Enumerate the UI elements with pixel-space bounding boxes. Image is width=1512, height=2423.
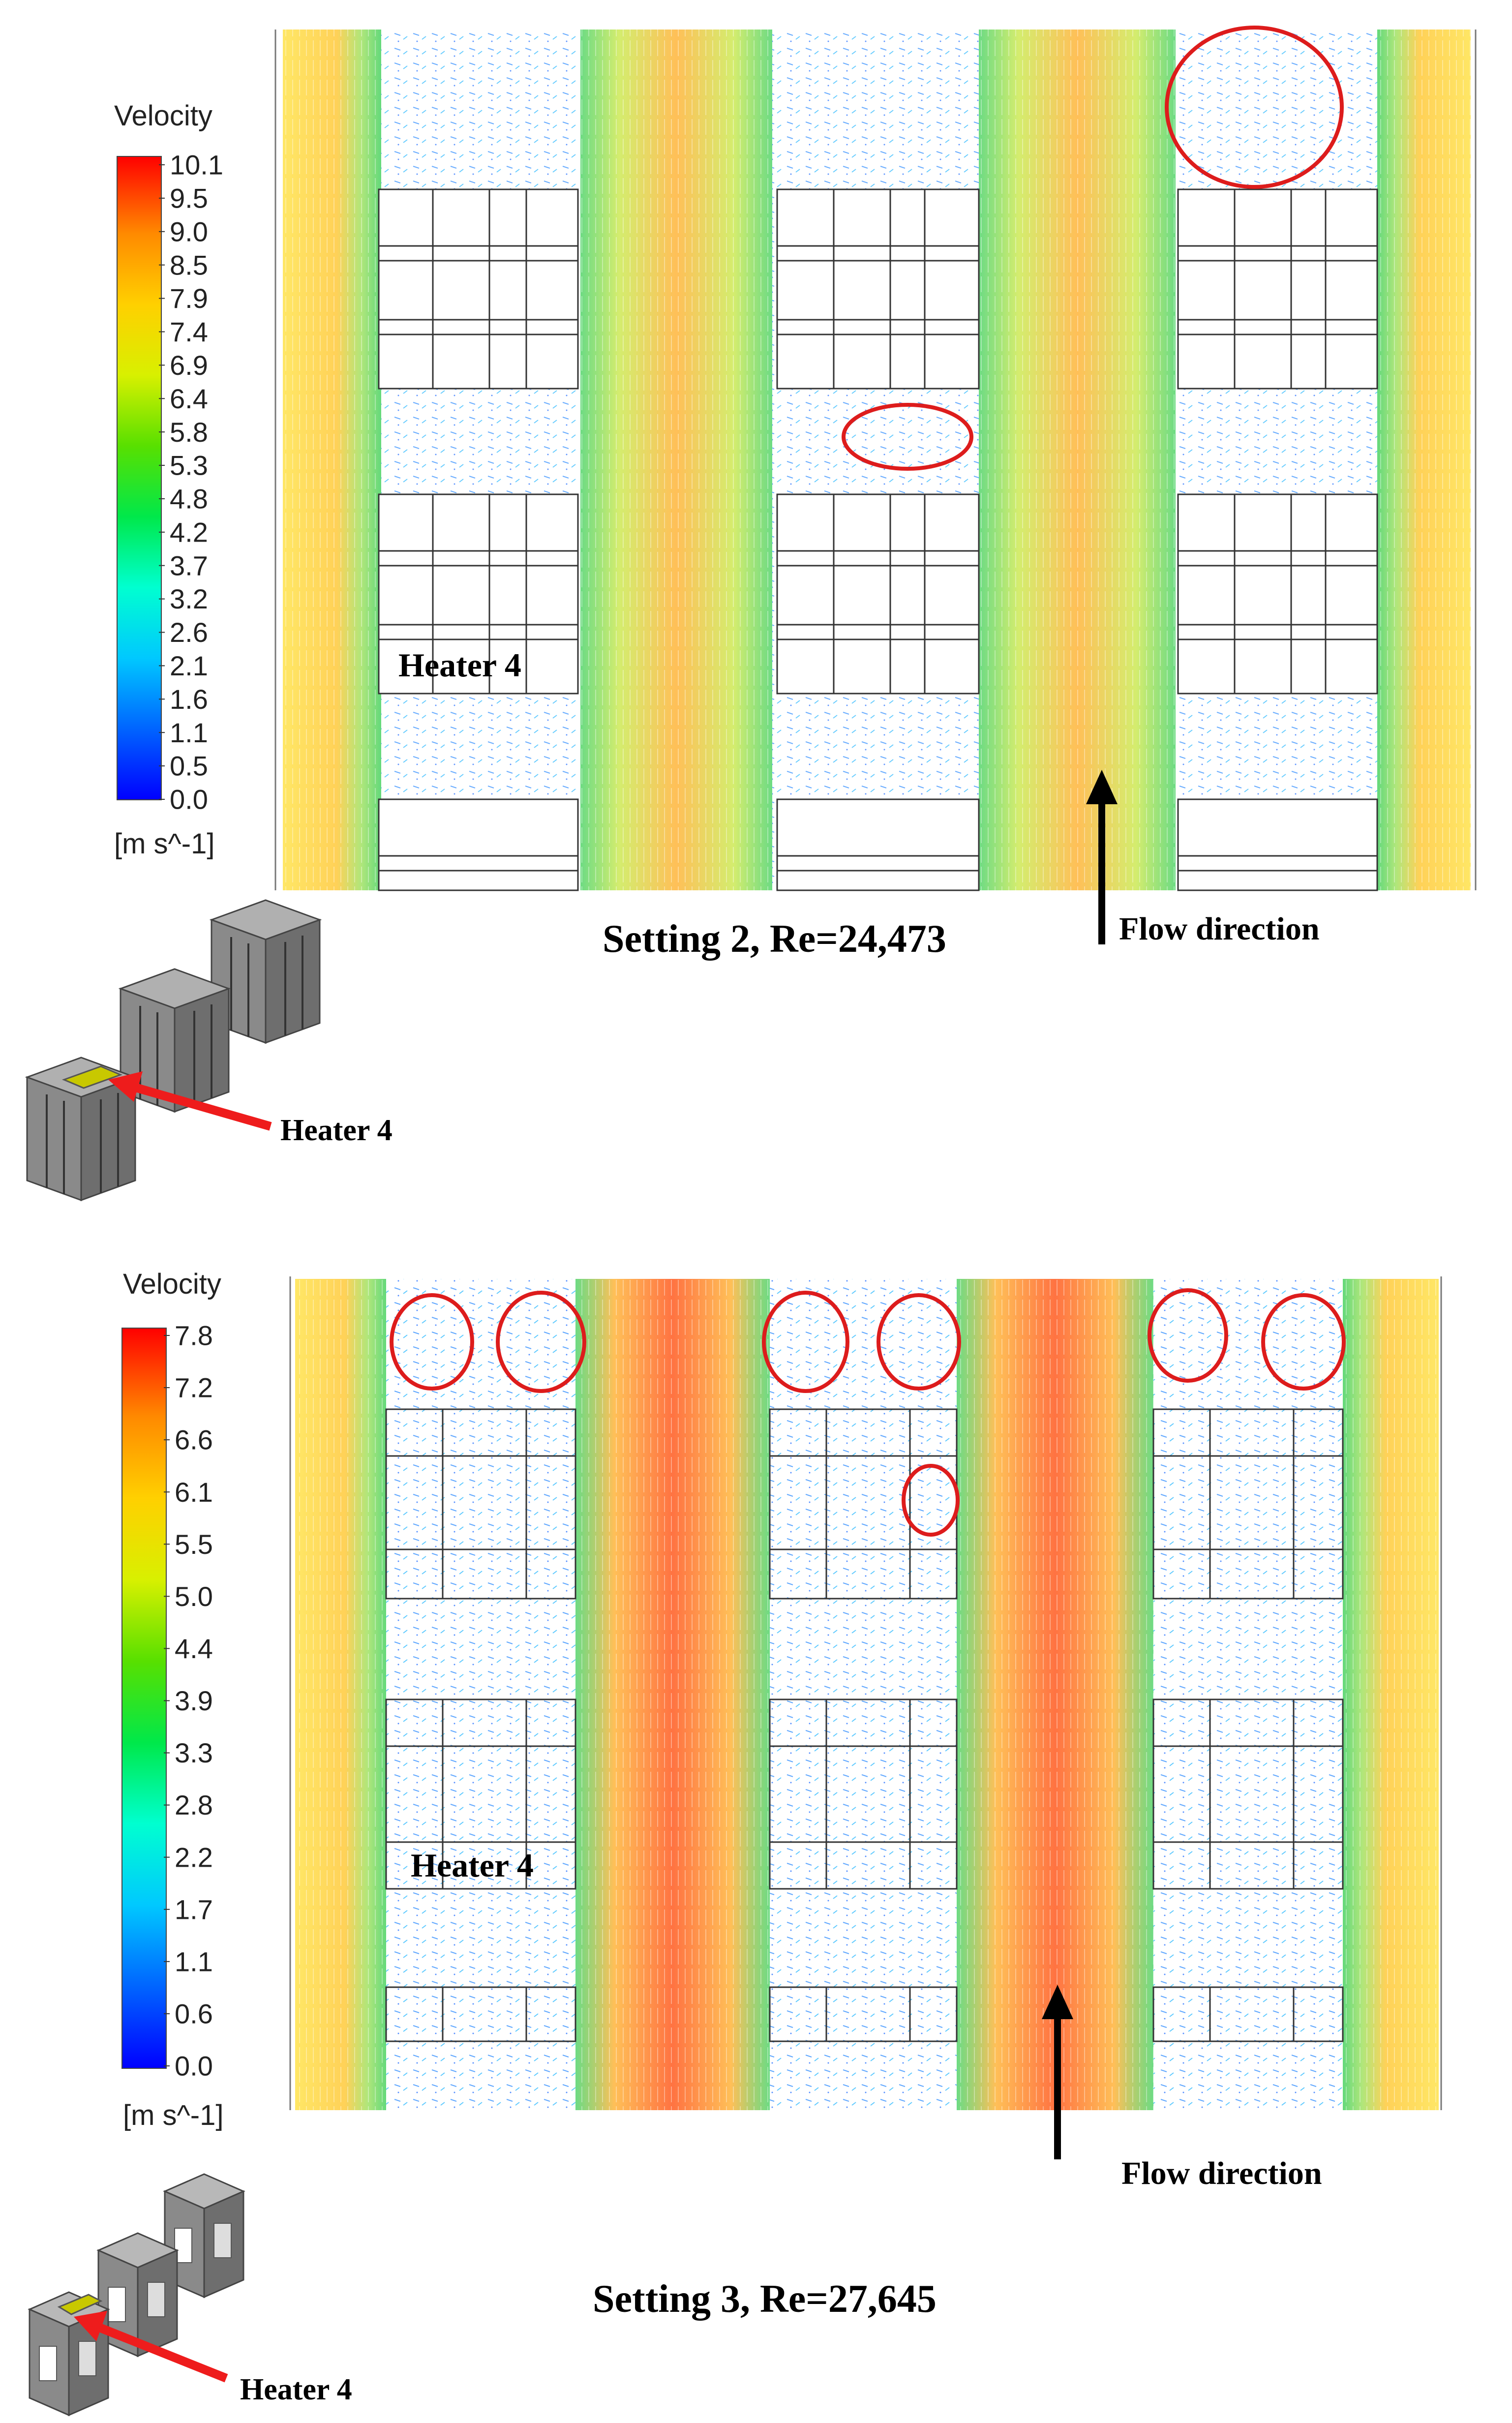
caption-setting-3: Setting 3, Re=27,645 bbox=[593, 2277, 937, 2321]
colorbar-tick-label: 1.6 bbox=[170, 684, 208, 715]
colorbar-tick-label: 0.0 bbox=[175, 2051, 213, 2082]
recirculation-highlight-1b bbox=[842, 403, 973, 471]
block-column-2-1 bbox=[776, 188, 980, 891]
colorbar-tick-label: 2.6 bbox=[170, 617, 208, 648]
colorbar-tick-label: 5.5 bbox=[175, 1529, 213, 1560]
colorbar-tick-label: 4.8 bbox=[170, 484, 208, 515]
colorbar-tick-label: 9.5 bbox=[170, 182, 208, 213]
block-gridlines-1 bbox=[379, 189, 1377, 872]
colorbar-tick-label: 1.1 bbox=[170, 717, 208, 748]
colorbar-tick-label: 5.0 bbox=[175, 1581, 213, 1612]
colorbar-tick-label: 3.9 bbox=[175, 1685, 213, 1716]
colorbar-tick-label: 4.4 bbox=[175, 1633, 213, 1664]
colorbar-ticks-1: 10.19.59.08.57.97.46.96.45.85.34.84.23.7… bbox=[159, 150, 223, 815]
colorbar-tick-label: 7.8 bbox=[175, 1320, 213, 1351]
colorbar-tick-label: 2.1 bbox=[170, 650, 208, 681]
iso-heater-label-1: Heater 4 bbox=[280, 1114, 393, 1147]
colorbar-ticks-2: 7.8 7.2 6.6 6.1 5.5 5.0 4.4 3.9 3.3 2.8 2.2 1.7 1.1 0… bbox=[164, 1320, 213, 2082]
panel-setting-3: Heater 4 Velocity 7.8 7.2 6.6 6.1 5.5 5.0 4.4 3… bbox=[28, 1268, 1442, 2417]
flow-direction-arrow-2 bbox=[1042, 1985, 1073, 2159]
colorbar-tick-label: 2.2 bbox=[175, 1842, 213, 1873]
block-column-1-1 bbox=[378, 188, 579, 891]
colorbar-tick-label: 1.7 bbox=[175, 1894, 213, 1925]
colorbar-tick-label: 6.4 bbox=[170, 383, 208, 414]
recirculation-highlights-2 bbox=[390, 1288, 1346, 1537]
panel-setting-2: Heater 4 Velocity 10.19.59.08.57.97.46.9… bbox=[25, 20, 1477, 1202]
colorbar-tick-label: 3.3 bbox=[175, 1737, 213, 1768]
colorbar-tick-label: 0.5 bbox=[170, 751, 208, 782]
unit-label-1: [m s^-1] bbox=[114, 828, 214, 860]
heater-4-block-2 bbox=[57, 2294, 103, 2315]
legend-title-1: Velocity bbox=[114, 100, 212, 132]
colorbar-tick-label: 3.7 bbox=[170, 550, 208, 581]
colorbar-tick-label: 0.6 bbox=[175, 1999, 213, 2029]
iso-model-2: Heater 4 bbox=[28, 2173, 352, 2417]
block-column-3-1 bbox=[1177, 188, 1378, 891]
heater-field-label-1: Heater 4 bbox=[398, 646, 521, 684]
heater-pointer-arrow-1 bbox=[108, 1071, 272, 1131]
colorbar-1 bbox=[117, 156, 162, 800]
unit-label-2: [m s^-1] bbox=[123, 2099, 223, 2131]
colorbar-tick-label: 8.5 bbox=[170, 249, 208, 280]
heater-field-label-2: Heater 4 bbox=[411, 1847, 534, 1884]
colorbar-tick-label: 7.2 bbox=[175, 1372, 213, 1403]
colorbar-tick-label: 6.6 bbox=[175, 1424, 213, 1455]
colorbar-tick-label: 9.0 bbox=[170, 216, 208, 247]
colorbar-tick-label: 2.8 bbox=[175, 1789, 213, 1820]
colorbar-tick-label: 3.2 bbox=[170, 583, 208, 614]
recirculation-highlight-1a bbox=[1165, 26, 1344, 189]
heater-pointer-arrow-2 bbox=[74, 2311, 228, 2383]
block-outlines-2 bbox=[385, 1408, 1344, 2042]
colorbar-tick-label: 7.9 bbox=[170, 283, 208, 314]
colorbar-tick-label: 0.0 bbox=[170, 784, 208, 815]
colorbar-tick-label: 10.1 bbox=[170, 150, 223, 181]
colorbar-tick-label: 5.8 bbox=[170, 417, 208, 448]
colorbar-tick-label: 1.1 bbox=[175, 1946, 213, 1977]
heater-4-block-1 bbox=[61, 1065, 123, 1089]
colorbar-tick-label: 6.1 bbox=[175, 1477, 213, 1508]
legend-title-2: Velocity bbox=[123, 1268, 221, 1300]
colorbar-tick-label: 6.9 bbox=[170, 350, 208, 381]
iso-model-1: Heater 4 bbox=[25, 899, 393, 1202]
colorbar-2 bbox=[121, 1328, 167, 2069]
flow-direction-label-1: Flow direction bbox=[1119, 911, 1320, 947]
iso-heater-label-2: Heater 4 bbox=[240, 2373, 352, 2406]
flow-direction-label-2: Flow direction bbox=[1121, 2155, 1322, 2191]
flow-direction-arrow-1 bbox=[1086, 770, 1118, 944]
colorbar-tick-label: 4.2 bbox=[170, 516, 208, 547]
colorbar-tick-label: 5.3 bbox=[170, 450, 208, 481]
colorbar-tick-label: 7.4 bbox=[170, 316, 208, 347]
caption-setting-2: Setting 2, Re=24,473 bbox=[603, 917, 946, 961]
